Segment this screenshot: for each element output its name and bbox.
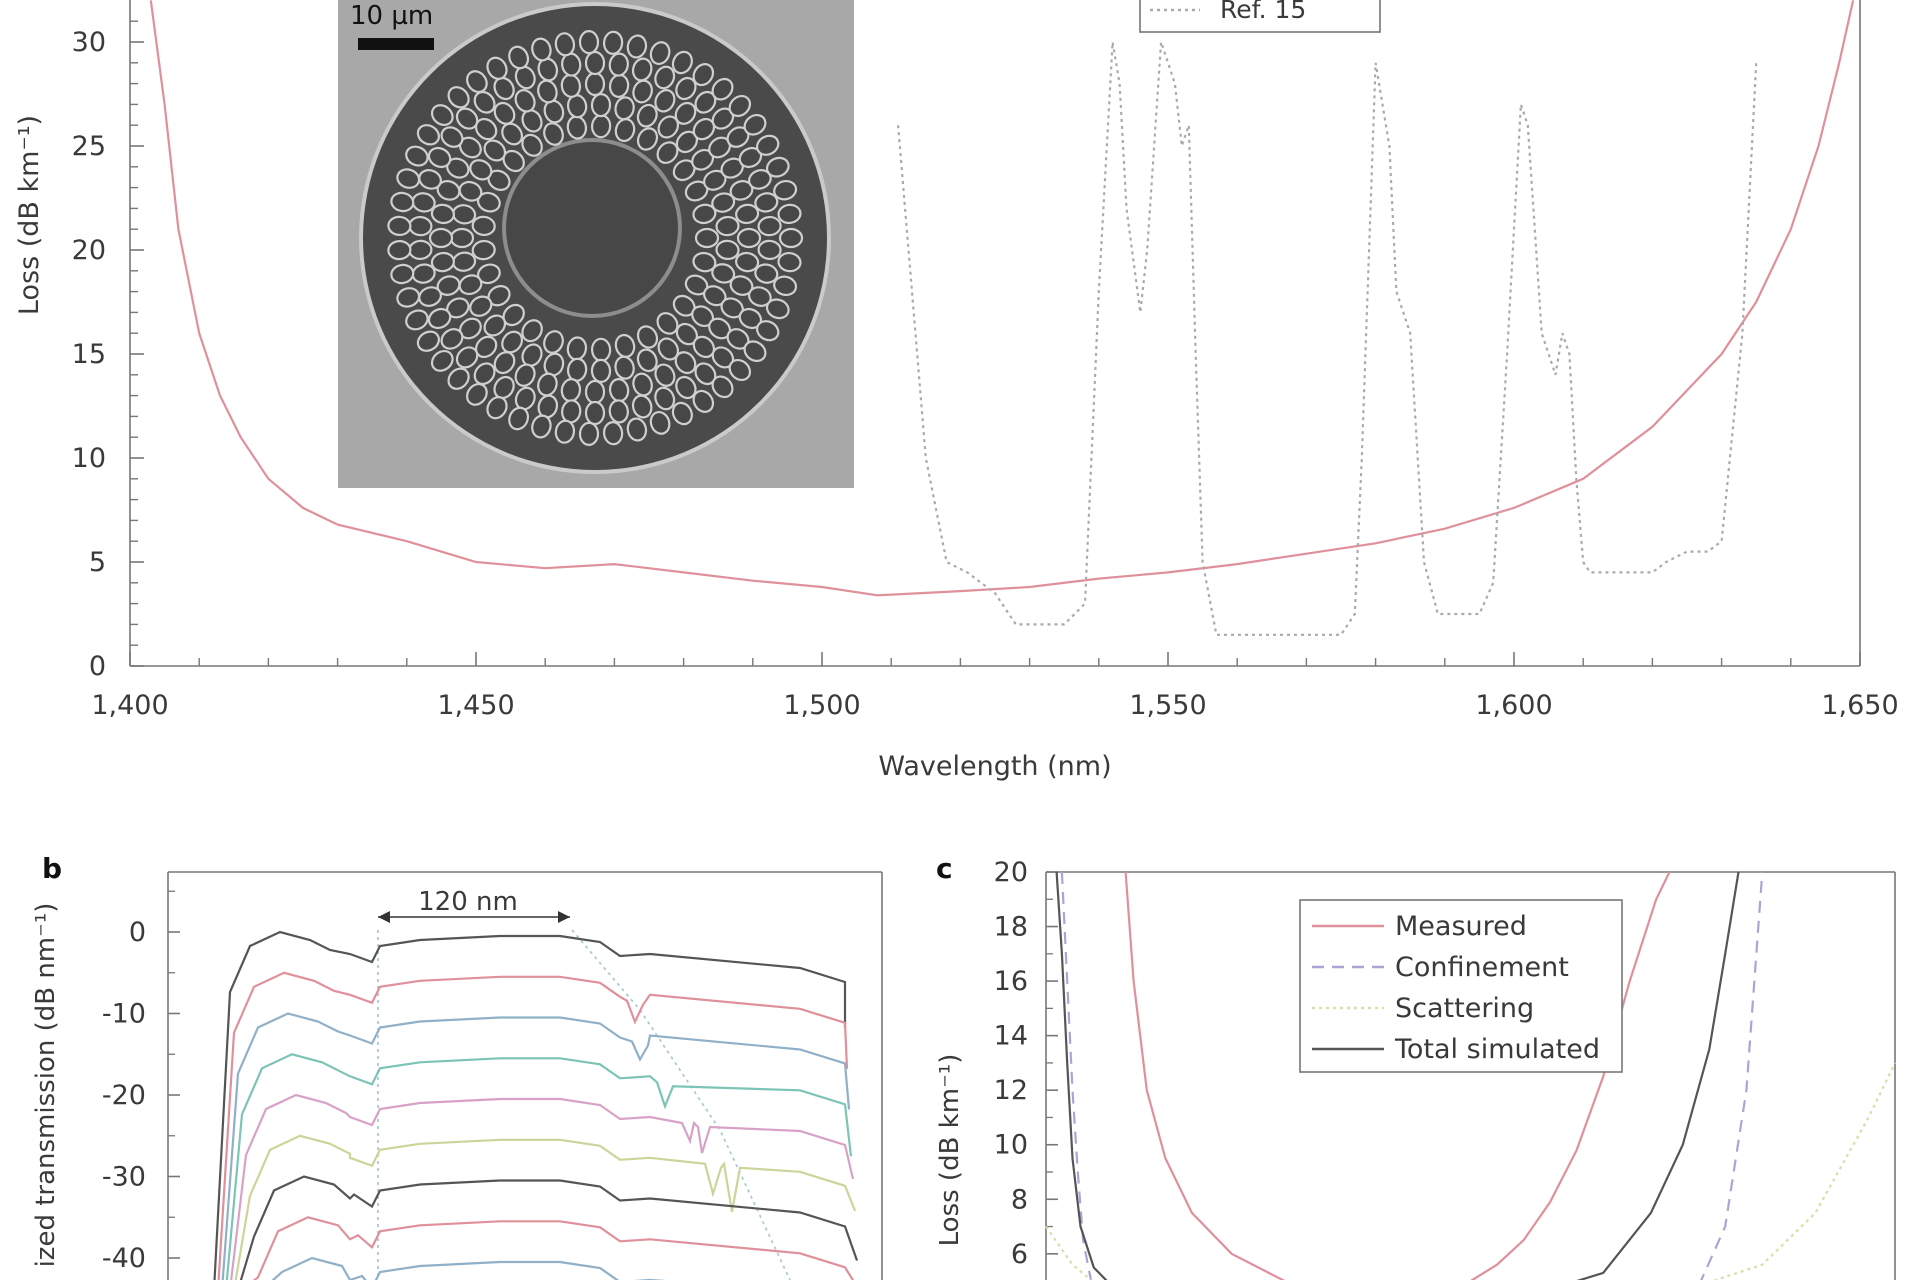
- panel-c-y-tick-label: 16: [994, 966, 1028, 997]
- panel-b: b 0 -10 -20 -30 -40 ized transmission (dB nm…: [31, 852, 883, 1280]
- panel-a-y-tick-label: 30: [72, 27, 106, 58]
- panel-b-letter: b: [42, 852, 62, 885]
- panel-c-letter: c: [936, 852, 953, 885]
- panel-b-y-tick-label: -10: [102, 999, 146, 1030]
- panel-a-y-tick-label: 15: [72, 339, 106, 370]
- panel-c-y-tick-label: 20: [994, 857, 1028, 888]
- panel-b-transmission-line: [234, 1134, 857, 1280]
- panel-c-y-tick-label: 6: [1011, 1239, 1028, 1270]
- panel-b-transmission-line: [213, 930, 847, 1280]
- panel-a-ref15-line: [897, 41, 1758, 636]
- panel-b-transmission-line: [221, 1012, 851, 1280]
- panel-c-y-tick-label: 14: [994, 1021, 1028, 1052]
- scale-bar: [358, 38, 434, 50]
- panel-b-y-tick-label: -30: [102, 1162, 146, 1193]
- panel-a-y-axis-label: Loss (dB km⁻¹): [14, 115, 45, 315]
- panel-c-y-tick-label: 12: [994, 1075, 1028, 1106]
- panel-c-y-tick-label: 8: [1011, 1184, 1028, 1215]
- legend-label-total-simulated: Total simulated: [1394, 1034, 1600, 1065]
- panel-b-y-tick-label: -40: [102, 1243, 146, 1274]
- panel-b-y-tick-label: -20: [102, 1080, 146, 1111]
- panel-b-transmission-line: [252, 1216, 855, 1280]
- panel-c: c 6 8 10 12 14 16 18 20 Loss (dB km⁻¹) Measured…: [935, 852, 1896, 1280]
- panel-c-measured-line: [1124, 871, 1671, 1280]
- panel-a-x-tick-label: 1,450: [437, 690, 514, 721]
- band-end-guide: [571, 929, 791, 1280]
- legend-label-measured: Measured: [1395, 911, 1527, 942]
- panel-b-transmission-line: [271, 1256, 667, 1280]
- panel-b-transmission-line: [217, 971, 849, 1280]
- panel-c-legend: Measured Confinement Scattering Total si…: [1299, 899, 1623, 1073]
- panel-a-x-tick-label: 1,550: [1129, 690, 1206, 721]
- panel-b-transmission-line: [225, 1053, 853, 1280]
- panel-a-y-tick-label: 10: [72, 443, 106, 474]
- panel-a-x-tick-label: 1,400: [91, 690, 168, 721]
- panel-a-y-tick-label: 20: [72, 235, 106, 266]
- panel-a-measured-loss-line: [149, 0, 1855, 597]
- scale-bar-label: 10 µm: [350, 1, 433, 31]
- panel-b-transmission-line: [230, 1093, 855, 1280]
- panel-a: 1,400 1,450 1,500 1,550 1,600 1,650 0 5 10 15 20 25…: [14, 0, 1899, 782]
- inset-fiber-image: 10 µm: [338, 0, 854, 488]
- panel-a-x-tick-label: 1,500: [783, 690, 860, 721]
- panel-c-y-axis-label: Loss (dB km⁻¹): [935, 1054, 965, 1247]
- legend-label-ref15: Ref. 15: [1220, 0, 1306, 24]
- panel-b-y-axis-label: ized transmission (dB nm⁻¹): [31, 903, 61, 1268]
- panel-b-transmission-line: [239, 1175, 859, 1280]
- panel-c-y-tick-label: 10: [994, 1130, 1028, 1161]
- panel-a-y-tick-label: 0: [89, 651, 106, 682]
- legend-label-scattering: Scattering: [1395, 993, 1534, 1024]
- panel-c-confinement-line: [1060, 871, 1764, 1280]
- bandwidth-label: 120 nm: [418, 887, 518, 917]
- panel-a-x-tick-label: 1,650: [1821, 690, 1898, 721]
- bandwidth-annotation: 120 nm: [378, 887, 570, 923]
- panel-b-y-tick-label: 0: [129, 917, 146, 948]
- panel-c-scattering-line: [1045, 1062, 1896, 1280]
- panel-c-total-simulated-line: [1055, 871, 1740, 1280]
- panel-a-y-tick-label: 25: [72, 131, 106, 162]
- panel-a-x-axis-label: Wavelength (nm): [878, 751, 1111, 782]
- panel-c-y-tick-label: 18: [994, 912, 1028, 943]
- panel-a-y-tick-label: 5: [89, 547, 106, 578]
- panel-a-legend: Ref. 15: [1139, 0, 1381, 33]
- panel-a-x-tick-label: 1,600: [1475, 690, 1552, 721]
- legend-label-confinement: Confinement: [1395, 952, 1569, 983]
